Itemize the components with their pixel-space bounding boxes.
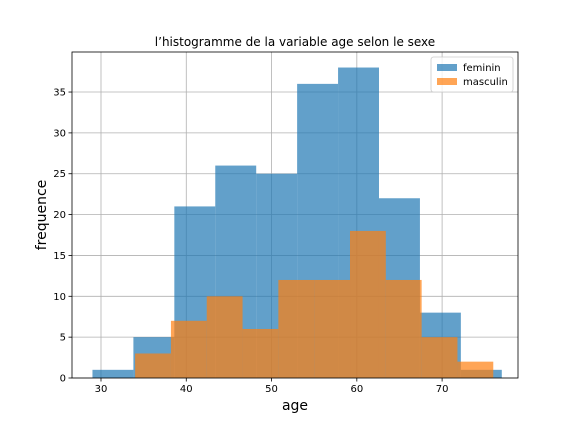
legend: feminin masculin [430,56,514,93]
y-tick-label: 30 [53,128,66,139]
x-tick-label: 40 [180,384,193,395]
y-tick-label: 0 [60,374,66,385]
legend-swatch-feminin [437,64,457,71]
series-masculin [135,230,494,378]
x-tick-label: 70 [436,384,449,395]
y-tick-label: 20 [53,210,66,221]
x-axis-label: age [282,398,308,414]
x-tick-label: 60 [350,384,363,395]
chart-title: l’histogramme de la variable age selon l… [155,35,435,49]
plot-frame [71,51,519,379]
bar-masculin [385,279,422,378]
bar-masculin [242,328,279,378]
y-tick-label: 15 [53,251,66,262]
legend-swatch-masculin [437,78,457,85]
bar-masculin [421,337,458,378]
bar-masculin [457,361,494,378]
x-tick-label: 30 [95,384,108,395]
bar-feminin [92,369,134,378]
bar-masculin [350,230,386,378]
y-tick-label: 10 [53,292,66,303]
axis-ticks: 30 40 50 60 70 0 5 10 15 20 25 30 35 [53,88,448,395]
bar-masculin [206,296,243,378]
bar-masculin [278,279,315,378]
y-axis-label: frequence [34,180,50,251]
histogram-bars [92,67,502,379]
legend-label-feminin: feminin [463,63,501,74]
bar-masculin [170,320,207,378]
y-tick-label: 35 [53,88,66,99]
legend-label-masculin: masculin [463,77,508,88]
x-tick-label: 50 [265,384,278,395]
y-tick-label: 5 [60,333,66,344]
y-tick-label: 25 [53,169,66,180]
bar-masculin [314,279,351,378]
bar-masculin [135,353,171,378]
